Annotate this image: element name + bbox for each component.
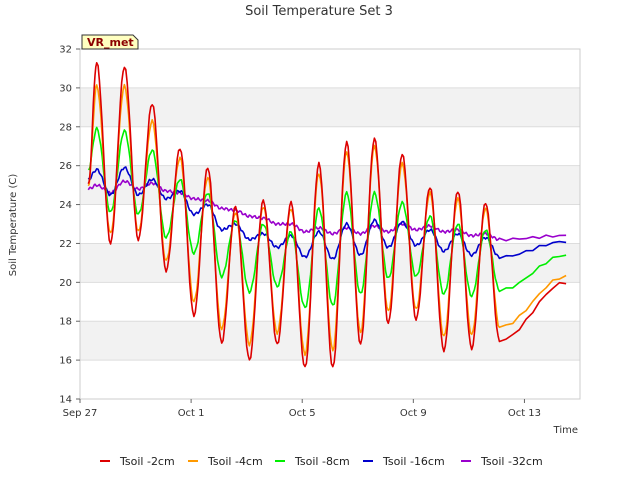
- plot-frame: [79, 48, 581, 400]
- series-line-tsoil-32cm: [87, 179, 567, 242]
- y-tick-label: 30: [59, 83, 72, 94]
- y-tick-label: 16: [59, 356, 72, 367]
- legend: Tsoil -2cm Tsoil -4cm Tsoil -8cm Tsoil -16c…: [100, 455, 543, 468]
- legend-label: Tsoil -32cm: [480, 455, 543, 468]
- series-line-tsoil-2cm: [87, 62, 567, 368]
- legend-label: Tsoil -2cm: [119, 455, 175, 468]
- legend-label: Tsoil -4cm: [207, 455, 263, 468]
- series-lines: [87, 62, 567, 368]
- legend-item: Tsoil -2cm: [100, 455, 175, 468]
- grid-band: [80, 87, 580, 127]
- legend-label: Tsoil -16cm: [382, 455, 445, 468]
- legend-item: Tsoil -4cm: [188, 455, 263, 468]
- x-tick-label: Sep 27: [63, 408, 98, 419]
- grid-bands: [80, 48, 580, 400]
- legend-item: Tsoil -32cm: [461, 455, 543, 468]
- y-axis-label: Soil Temperature (C): [8, 174, 19, 277]
- y-tick-label: 14: [59, 395, 72, 406]
- series-line-tsoil-16cm: [87, 166, 567, 260]
- y-axis-ticks: 14 16 18 20 22 24 26 28 30 32: [59, 45, 80, 406]
- x-tick-label: Oct 1: [178, 408, 205, 419]
- site-label-background: [81, 34, 139, 50]
- site-label: VR_met: [87, 36, 134, 49]
- chart-title: Soil Temperature Set 3: [245, 4, 393, 19]
- legend-label: Tsoil -8cm: [294, 455, 350, 468]
- grid-band: [80, 165, 580, 205]
- x-tick-label: Oct 9: [400, 408, 427, 419]
- y-tick-label: 22: [59, 239, 72, 250]
- x-axis-label: Time: [553, 425, 578, 436]
- site-label-box: VR_met: [81, 34, 139, 50]
- y-tick-label: 32: [59, 45, 72, 56]
- x-axis-ticks: Sep 27 Oct 1 Oct 5 Oct 9 Oct 13: [63, 399, 541, 419]
- y-tick-label: 28: [59, 122, 72, 133]
- x-tick-label: Oct 5: [289, 408, 316, 419]
- y-tick-label: 24: [59, 200, 72, 211]
- legend-item: Tsoil -8cm: [275, 455, 350, 468]
- y-tick-label: 26: [59, 161, 72, 172]
- y-tick-label: 20: [59, 278, 72, 289]
- legend-item: Tsoil -16cm: [363, 455, 445, 468]
- x-tick-label: Oct 13: [508, 408, 541, 419]
- y-tick-label: 18: [59, 317, 72, 328]
- grid-band: [80, 243, 580, 283]
